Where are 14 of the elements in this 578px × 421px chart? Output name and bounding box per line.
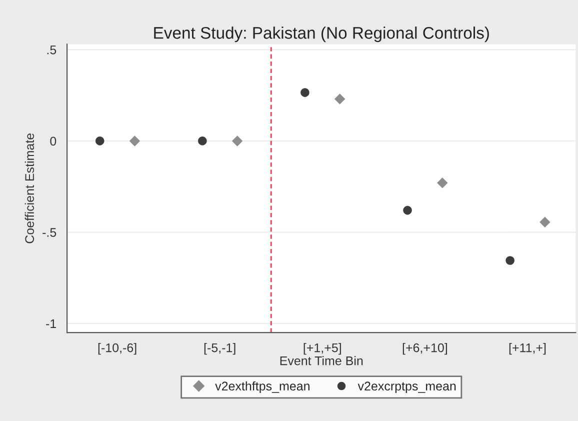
x-tick-label: [+11,+] — [509, 343, 546, 355]
y-tick-label: -.5 — [42, 228, 56, 237]
x-tick-label: [+1,+5] — [304, 343, 341, 355]
y-tick-label: 0 — [50, 136, 56, 146]
chart-title: Event Study: Pakistan (No Regional Controls) — [154, 26, 489, 42]
x-tick-label: [-10,-6] — [98, 343, 136, 355]
y-tick-label: .5 — [47, 46, 56, 54]
x-tick-label: [+6,+10] — [402, 343, 447, 355]
legend-label: v2excrptps_mean — [358, 382, 456, 393]
y-axis-title: Coefficient Estimate — [24, 133, 34, 244]
x-tick-label: [-5,-1] — [204, 343, 236, 355]
legend-label: v2exthftps_mean — [215, 381, 310, 393]
y-tick-label: -1 — [46, 319, 56, 328]
x-axis-title: Event Time Bin — [280, 356, 363, 366]
